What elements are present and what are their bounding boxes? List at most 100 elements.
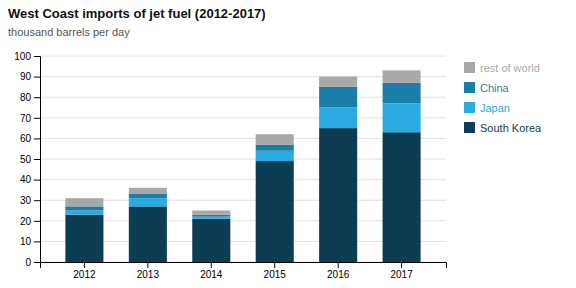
legend-item: South Korea: [464, 122, 542, 134]
axis-domain: [41, 263, 447, 269]
tick-mark: [34, 159, 40, 160]
tick: 20: [20, 216, 40, 227]
bar: [383, 103, 421, 132]
tick: 2013: [137, 262, 160, 280]
tick-label: 2015: [264, 269, 287, 280]
tick-mark: [84, 262, 85, 268]
tick-label: 100: [14, 51, 31, 62]
tick-label: 2014: [200, 269, 223, 280]
legend-label: rest of world: [480, 62, 540, 74]
tick-label: 50: [20, 154, 32, 165]
bar: [319, 108, 357, 129]
tick-label: 20: [20, 216, 32, 227]
bar: [129, 206, 167, 262]
grid-line: [40, 56, 446, 57]
series: [65, 103, 420, 218]
title: West Coast imports of jet fuel (2012-201…: [8, 6, 266, 21]
tick-mark: [147, 262, 148, 268]
tick-label: 40: [20, 174, 32, 185]
tick-label: 80: [20, 92, 32, 103]
tick: 2017: [390, 262, 413, 280]
bars: [65, 70, 420, 262]
bar: [129, 188, 167, 194]
chart: West Coast imports of jet fuel (2012-201…: [0, 0, 576, 288]
bar: [129, 194, 167, 198]
tick-label: 70: [20, 113, 32, 124]
tick: 100: [14, 51, 40, 62]
tick-label: 2012: [73, 269, 96, 280]
tick-mark: [34, 241, 40, 242]
tick: 70: [20, 113, 40, 124]
tick-mark: [34, 180, 40, 181]
bar: [192, 211, 230, 215]
tick-mark: [34, 118, 40, 119]
bar: [383, 83, 421, 104]
legend-swatch: [464, 122, 475, 133]
legend-label: South Korea: [480, 122, 542, 134]
bar: [256, 151, 294, 161]
tick: 30: [20, 195, 40, 206]
bar: [256, 134, 294, 144]
tick: 2016: [327, 262, 350, 280]
tick: 0: [25, 257, 40, 268]
tick-label: 90: [20, 71, 32, 82]
tick-mark: [34, 221, 40, 222]
bar: [256, 161, 294, 262]
tick: 80: [20, 92, 40, 103]
bar: [383, 70, 421, 82]
tick-mark: [34, 97, 40, 98]
y-axis: 0 10 20 30 40 50 60 70 80 90 100: [14, 51, 40, 268]
tick-mark: [338, 262, 339, 268]
tick-label: 60: [20, 133, 32, 144]
x-axis: 2012 2013 2014 2015 2016 2017: [41, 262, 447, 280]
legend-item: rest of world: [464, 62, 540, 74]
tick-label: 2013: [137, 269, 160, 280]
tick-mark: [34, 138, 40, 139]
tick-mark: [34, 262, 40, 263]
tick-mark: [34, 56, 40, 57]
grid: [40, 56, 446, 262]
tick-label: 30: [20, 195, 32, 206]
tick-label: 10: [20, 236, 32, 247]
series: [65, 83, 420, 217]
tick-mark: [274, 262, 275, 268]
legend-swatch: [464, 102, 475, 113]
legend-item: China: [464, 82, 510, 94]
tick-label: 0: [25, 257, 31, 268]
tick-mark: [401, 262, 402, 268]
series: [65, 70, 420, 214]
tick: 60: [20, 133, 40, 144]
legend-item: Japan: [464, 102, 510, 114]
legend-swatch: [464, 62, 475, 73]
bar: [65, 206, 103, 210]
bar: [383, 132, 421, 262]
tick-label: 2017: [390, 269, 413, 280]
subtitle: thousand barrels per day: [8, 26, 130, 38]
bar: [65, 215, 103, 262]
bar: [65, 198, 103, 206]
bar: [192, 219, 230, 262]
tick: 10: [20, 236, 40, 247]
tick-label: 2016: [327, 269, 350, 280]
tick-mark: [211, 262, 212, 268]
plot: 2012 2013 2014 2015 2016 2017 0 10 20 30 40 50 60 70 8…: [14, 51, 446, 280]
tick: 2014: [200, 262, 223, 280]
legend-swatch: [464, 82, 475, 93]
legend: rest of world China Japan South Korea: [464, 62, 542, 134]
series: [65, 128, 420, 262]
bar: [192, 215, 230, 217]
bar: [319, 87, 357, 108]
tick: 2015: [264, 262, 287, 280]
tick-mark: [34, 77, 40, 78]
bar: [319, 77, 357, 87]
tick: 50: [20, 154, 40, 165]
bar: [319, 128, 357, 262]
tick: 90: [20, 71, 40, 82]
bar: [65, 211, 103, 215]
tick: 2012: [73, 262, 96, 280]
axis-domain: [34, 57, 41, 263]
bar: [129, 198, 167, 206]
tick: 40: [20, 174, 40, 185]
bar: [256, 145, 294, 151]
legend-label: China: [480, 82, 510, 94]
